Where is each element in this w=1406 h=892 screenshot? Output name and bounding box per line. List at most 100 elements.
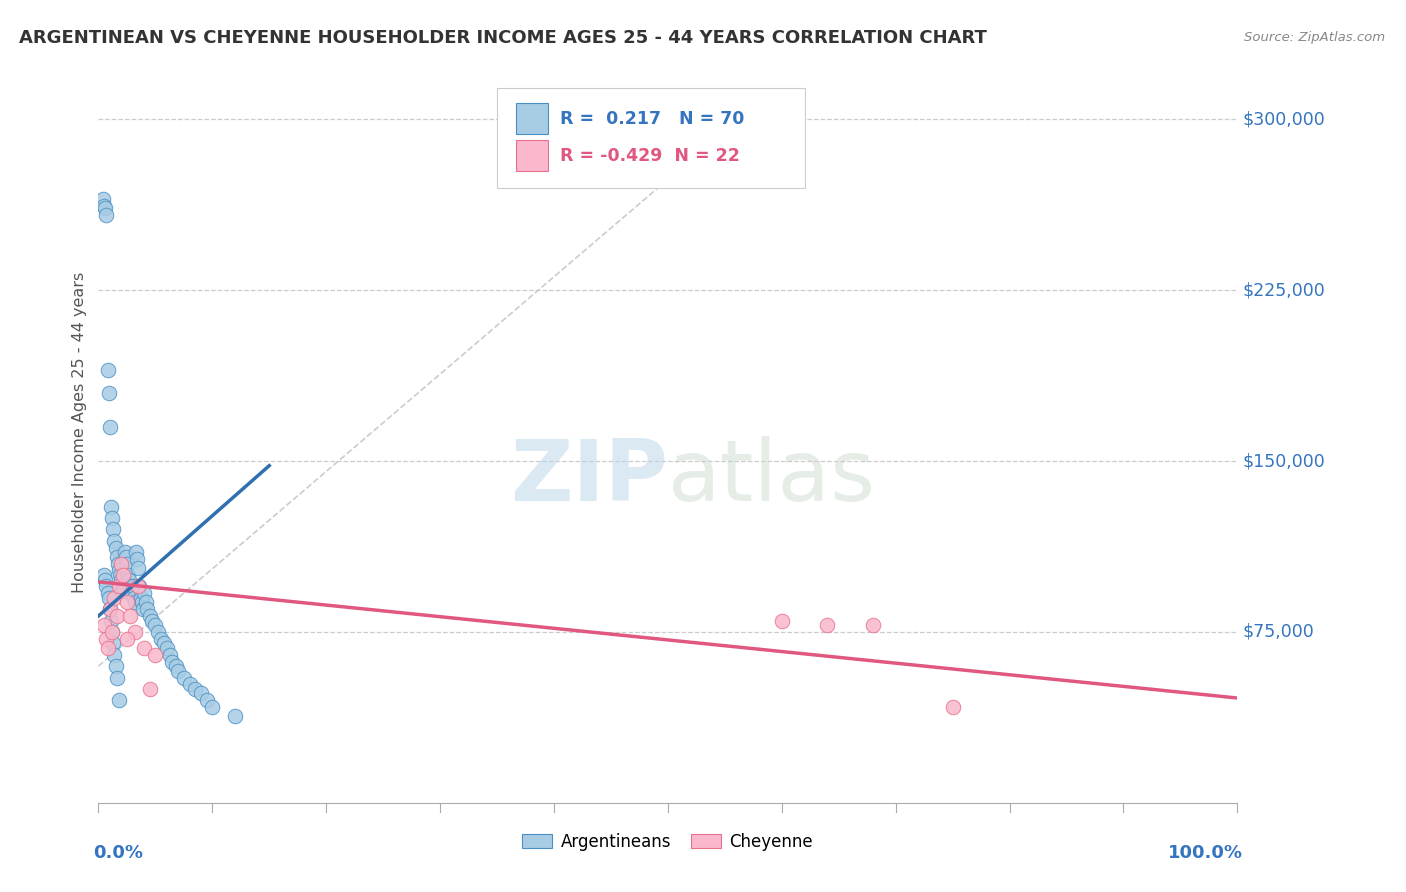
Point: [132, 602, 155, 616]
Point: [118, 573, 141, 587]
Point: [120, 609, 142, 624]
FancyBboxPatch shape: [516, 103, 548, 135]
Point: [121, 579, 143, 593]
Text: ZIP: ZIP: [510, 435, 668, 518]
Point: [125, 545, 148, 559]
Point: [108, 693, 131, 707]
Point: [127, 579, 149, 593]
Point: [179, 677, 201, 691]
Point: [108, 564, 131, 578]
Point: [101, 624, 124, 639]
Point: [114, 549, 136, 564]
Point: [132, 586, 155, 600]
Point: [862, 618, 884, 632]
Point: [107, 557, 129, 571]
Point: [138, 609, 160, 624]
Point: [770, 614, 793, 628]
Point: [138, 681, 160, 696]
Point: [96, 640, 118, 655]
Text: 0.0%: 0.0%: [93, 844, 143, 862]
Point: [108, 568, 131, 582]
Text: $150,000: $150,000: [1243, 452, 1326, 470]
Point: [127, 552, 149, 566]
Point: [110, 557, 132, 571]
Point: [145, 618, 167, 632]
Point: [94, 573, 117, 587]
Point: [94, 201, 117, 215]
Point: [112, 568, 135, 582]
Point: [112, 583, 135, 598]
Point: [105, 549, 128, 564]
Point: [117, 568, 139, 582]
Point: [120, 586, 142, 600]
Point: [91, 192, 114, 206]
Point: [105, 609, 128, 624]
Point: [98, 602, 121, 616]
Point: [141, 614, 163, 628]
Legend: Argentineans, Cheyenne: Argentineans, Cheyenne: [516, 826, 820, 857]
Point: [96, 632, 118, 646]
Point: [173, 671, 195, 685]
Point: [104, 541, 127, 555]
Text: ARGENTINEAN VS CHEYENNE HOUSEHOLDER INCOME AGES 25 - 44 YEARS CORRELATION CHART: ARGENTINEAN VS CHEYENNE HOUSEHOLDER INCO…: [18, 29, 987, 47]
Point: [93, 618, 115, 632]
Point: [114, 545, 136, 559]
Point: [195, 693, 218, 707]
Point: [124, 624, 146, 639]
Point: [124, 595, 146, 609]
Text: $75,000: $75,000: [1243, 623, 1315, 641]
Point: [159, 648, 181, 662]
Y-axis label: Householder Income Ages 25 - 44 years: Householder Income Ages 25 - 44 years: [72, 272, 87, 593]
Point: [165, 659, 187, 673]
Point: [103, 523, 125, 537]
Point: [96, 363, 118, 377]
Point: [101, 624, 124, 639]
Point: [104, 659, 127, 673]
Text: R = -0.429  N = 22: R = -0.429 N = 22: [560, 146, 740, 165]
Point: [156, 640, 179, 655]
Text: $300,000: $300,000: [1243, 111, 1326, 128]
Point: [224, 709, 246, 723]
Text: $225,000: $225,000: [1243, 281, 1326, 299]
Point: [103, 591, 125, 605]
Point: [132, 640, 155, 655]
FancyBboxPatch shape: [516, 140, 548, 171]
Point: [100, 500, 122, 514]
Point: [129, 591, 152, 605]
Point: [146, 624, 169, 639]
Point: [120, 579, 142, 593]
Point: [93, 199, 115, 213]
Point: [111, 579, 134, 593]
Point: [98, 420, 121, 434]
Text: Source: ZipAtlas.com: Source: ZipAtlas.com: [1244, 31, 1385, 45]
Point: [108, 579, 131, 593]
Point: [103, 648, 125, 662]
Point: [128, 579, 150, 593]
Point: [115, 632, 138, 646]
Point: [110, 573, 132, 587]
Point: [167, 664, 190, 678]
Point: [150, 632, 173, 646]
Point: [136, 602, 159, 616]
Text: atlas: atlas: [668, 435, 876, 518]
Point: [100, 614, 122, 628]
Point: [96, 586, 118, 600]
Point: [127, 561, 149, 575]
FancyBboxPatch shape: [498, 88, 804, 188]
Point: [131, 595, 153, 609]
Text: 100.0%: 100.0%: [1168, 844, 1243, 862]
Point: [103, 533, 125, 548]
Point: [190, 686, 212, 700]
Point: [153, 636, 176, 650]
Point: [97, 591, 120, 605]
Point: [98, 602, 121, 616]
Point: [105, 671, 128, 685]
Point: [815, 618, 838, 632]
Point: [162, 655, 184, 669]
Point: [115, 595, 138, 609]
Point: [96, 579, 118, 593]
Point: [97, 385, 120, 400]
Point: [145, 648, 167, 662]
Point: [942, 700, 965, 714]
Point: [201, 700, 224, 714]
